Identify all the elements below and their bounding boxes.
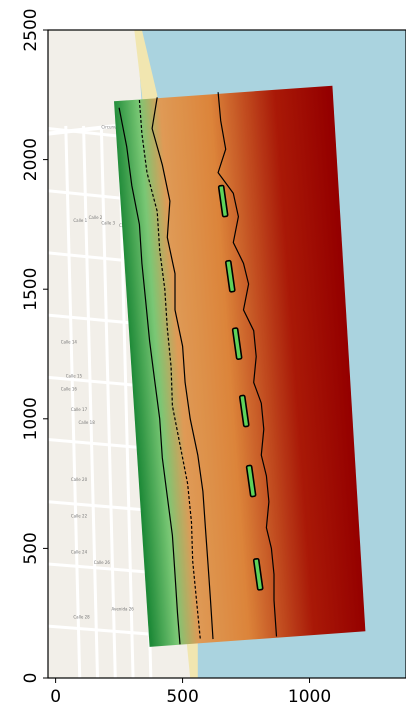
street-label: Calle 17 [71,407,88,412]
y-tick-label: 1000 [21,397,41,440]
y-tick-label: 2000 [21,138,41,181]
contour-lines [118,92,278,645]
street-label: Calle 1 [73,218,87,223]
grid-domain-shading [114,85,366,647]
breakwater-1 [217,184,229,218]
breakwater-structures [217,184,264,591]
x-tick-label: 500 [166,687,198,707]
x-tick-label: 1000 [288,687,331,707]
street-label: Calle 20 [71,477,88,482]
y-tick-label: 2500 [21,8,41,51]
breakwater-4 [238,394,250,428]
street-label: Calle 26 [94,560,111,565]
plot-frame [47,29,406,679]
street-label: Calle 2 [89,215,103,220]
y-tick-label: 1500 [21,268,41,311]
street-label: Calle 22 [71,513,88,518]
contour-line-1 [118,107,181,645]
contour-line-2 [138,99,201,640]
x-tick-label: 0 [50,687,61,707]
contour-line-3 [151,97,214,640]
street-label: Calle 15 [66,373,83,378]
street-label: Calle 16 [61,386,78,391]
contour-line-4 [217,92,278,637]
street-label: Calle 3 [101,220,115,225]
y-tick-label: 0 [21,673,41,684]
street-label: Calle 18 [78,420,95,425]
y-axis: 0 500 1000 1500 2000 2500 [21,8,48,683]
street-line [99,125,117,678]
breakwater-6 [252,557,264,591]
breakwater-3 [231,327,243,360]
street-label: Calle 28 [73,614,90,619]
y-tick-label: 500 [21,532,41,564]
breakwater-2 [225,259,236,293]
street-line [64,125,82,678]
street-line [82,125,100,678]
street-line [117,125,135,678]
breakwater-5 [245,464,257,498]
grid-domain-heatmap [114,85,366,647]
x-axis: 0 500 1000 [50,678,331,707]
street-label: Avenida 26 [111,607,134,612]
street-label: Calle 24 [71,550,88,555]
street-label: Calle 14 [61,340,78,345]
